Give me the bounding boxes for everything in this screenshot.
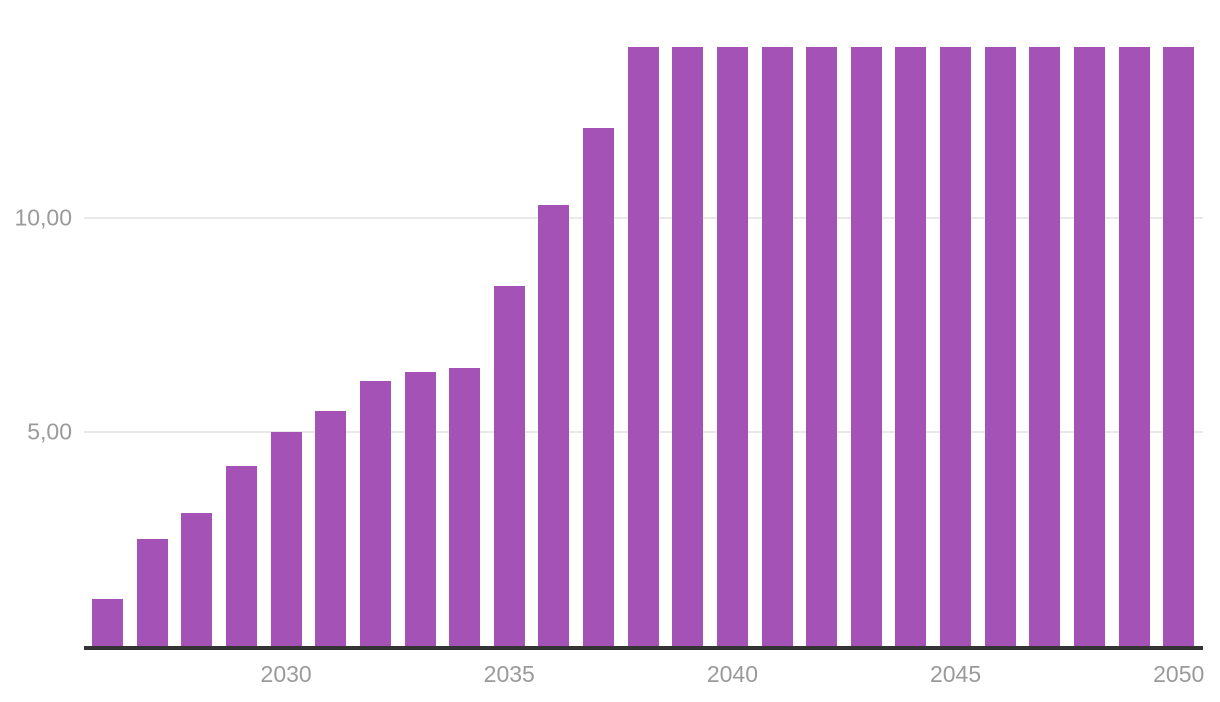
bar-2049 bbox=[1118, 46, 1150, 646]
x-axis-tick-label: 2040 bbox=[706, 661, 758, 687]
bar-2032 bbox=[359, 380, 391, 646]
bar-2033 bbox=[404, 372, 436, 646]
bar-2035 bbox=[493, 286, 525, 646]
bar-2030 bbox=[270, 432, 302, 646]
bar-2044 bbox=[895, 46, 927, 646]
bar-2027 bbox=[136, 539, 168, 646]
x-axis-tick-label: 2030 bbox=[260, 661, 312, 687]
y-axis-tick-label: 10,00 bbox=[14, 204, 72, 231]
bar-2041 bbox=[761, 46, 793, 646]
x-axis-tick-label: 2050 bbox=[1153, 661, 1205, 687]
x-axis-tick-label: 2035 bbox=[483, 661, 535, 687]
bar-2048 bbox=[1073, 46, 1105, 646]
bar-2047 bbox=[1029, 46, 1061, 646]
bar-2038 bbox=[627, 46, 659, 646]
y-axis-tick-label: 5,00 bbox=[27, 418, 72, 445]
bar-2043 bbox=[850, 46, 882, 646]
bar-2031 bbox=[315, 410, 347, 646]
bar-2040 bbox=[716, 46, 748, 646]
bar-2028 bbox=[181, 513, 213, 646]
bar-2034 bbox=[449, 367, 481, 646]
bar-2050 bbox=[1163, 46, 1195, 646]
x-axis-line bbox=[84, 646, 1203, 650]
bar-2036 bbox=[538, 205, 570, 646]
bar-2046 bbox=[984, 46, 1016, 646]
bar-2045 bbox=[940, 46, 972, 646]
bar-2039 bbox=[672, 46, 704, 646]
bar-2042 bbox=[806, 46, 838, 646]
bar-2029 bbox=[225, 466, 257, 646]
x-axis-tick-label: 2045 bbox=[929, 661, 982, 687]
bar-2026 bbox=[92, 598, 124, 646]
bar-2037 bbox=[583, 128, 615, 646]
